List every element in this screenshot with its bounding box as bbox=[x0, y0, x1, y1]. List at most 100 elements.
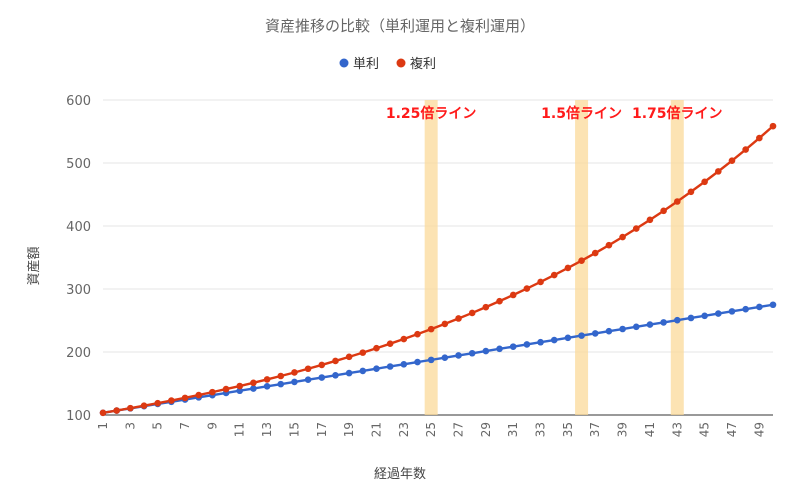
data-point-compound bbox=[482, 303, 490, 311]
x-tick-label: 11 bbox=[233, 422, 247, 437]
data-point-compound bbox=[673, 198, 681, 205]
x-tick-label: 39 bbox=[616, 422, 630, 437]
data-point-compound bbox=[291, 369, 298, 376]
x-tick-label: 1 bbox=[96, 422, 110, 430]
reference-bands bbox=[424, 100, 684, 415]
legend-label-simple: 単利 bbox=[353, 56, 379, 72]
legend-swatch-compound bbox=[396, 58, 406, 68]
x-tick-label: 47 bbox=[725, 422, 739, 437]
data-point-compound bbox=[414, 330, 421, 338]
data-point-compound bbox=[605, 241, 613, 249]
data-point-simple bbox=[591, 330, 599, 337]
data-point-simple bbox=[304, 376, 312, 384]
data-point-compound bbox=[619, 233, 626, 241]
x-tick-label: 27 bbox=[452, 422, 466, 437]
x-tick-label: 43 bbox=[670, 422, 684, 437]
data-point-simple bbox=[441, 354, 449, 361]
data-point-simple bbox=[291, 378, 298, 386]
data-point-compound bbox=[195, 391, 203, 399]
y-tick-label: 100 bbox=[66, 409, 91, 424]
data-point-simple bbox=[468, 349, 476, 357]
data-point-simple bbox=[756, 303, 763, 311]
data-point-simple bbox=[509, 343, 517, 350]
reference-band bbox=[424, 100, 438, 415]
x-tick-label: 3 bbox=[123, 422, 137, 430]
data-point-compound bbox=[687, 188, 695, 196]
y-tick-label: 600 bbox=[66, 94, 91, 109]
data-point-simple bbox=[386, 363, 394, 370]
data-point-simple bbox=[742, 305, 749, 313]
data-point-compound bbox=[304, 365, 312, 373]
x-tick-label: 13 bbox=[260, 422, 274, 437]
x-axis-label: 経過年数 bbox=[374, 467, 426, 482]
y-tick-label: 200 bbox=[66, 346, 91, 361]
chart-title: 資産推移の比較（単利運用と複利運用） bbox=[265, 17, 535, 35]
data-point-compound bbox=[332, 357, 339, 365]
data-point-simple bbox=[332, 372, 339, 379]
data-point-simple bbox=[496, 345, 503, 353]
data-point-compound bbox=[154, 399, 161, 407]
x-tick-label: 33 bbox=[534, 422, 548, 437]
data-point-compound bbox=[756, 134, 763, 142]
data-point-simple bbox=[578, 332, 585, 339]
data-point-compound bbox=[455, 315, 462, 322]
band-annotations: 1.25倍ライン 1.5倍ライン 1.75倍ライン bbox=[386, 105, 723, 122]
data-point-simple bbox=[427, 356, 435, 364]
data-point-compound bbox=[236, 382, 244, 390]
data-point-compound bbox=[441, 320, 449, 328]
x-tick-label: 37 bbox=[588, 422, 602, 437]
x-tick-label: 17 bbox=[315, 422, 329, 437]
data-point-compound bbox=[646, 216, 654, 224]
x-tick-label: 5 bbox=[151, 422, 165, 430]
x-tick-label: 45 bbox=[698, 422, 712, 437]
data-point-compound bbox=[127, 404, 134, 412]
x-tick-label: 35 bbox=[561, 422, 575, 437]
data-point-compound bbox=[537, 278, 544, 286]
data-point-simple bbox=[482, 347, 490, 355]
data-point-simple bbox=[660, 319, 667, 326]
data-point-simple bbox=[715, 310, 722, 317]
y-axis-label: 資産額 bbox=[26, 246, 42, 285]
legend-swatch-simple bbox=[339, 58, 349, 68]
reference-band bbox=[670, 100, 684, 415]
band-annotation: 1.25倍ライン bbox=[386, 105, 477, 122]
data-point-compound bbox=[523, 285, 531, 292]
y-tick-label: 500 bbox=[66, 157, 91, 172]
data-point-compound bbox=[769, 122, 777, 130]
x-tick-label: 21 bbox=[369, 422, 383, 437]
data-point-compound bbox=[386, 340, 394, 347]
data-point-simple bbox=[250, 385, 257, 392]
data-point-compound bbox=[427, 325, 435, 333]
data-point-compound bbox=[632, 225, 640, 232]
data-point-simple bbox=[564, 334, 572, 342]
x-tick-label: 23 bbox=[397, 422, 411, 437]
data-point-compound bbox=[168, 397, 175, 404]
x-tick-label: 25 bbox=[424, 422, 438, 437]
legend-label-compound: 複利 bbox=[410, 56, 436, 72]
data-point-compound bbox=[263, 376, 271, 383]
data-point-simple bbox=[619, 325, 626, 333]
x-tick-label: 7 bbox=[178, 422, 192, 430]
data-point-compound bbox=[209, 388, 216, 396]
grid-lines bbox=[103, 99, 773, 416]
data-point-simple bbox=[728, 308, 736, 315]
data-point-simple bbox=[236, 387, 244, 395]
data-point-compound bbox=[591, 249, 599, 257]
data-point-compound bbox=[728, 157, 736, 164]
data-point-simple bbox=[769, 301, 777, 309]
data-point-compound bbox=[550, 271, 558, 279]
data-point-compound bbox=[345, 353, 353, 361]
y-tick-label: 300 bbox=[66, 283, 91, 298]
data-point-simple bbox=[605, 327, 613, 335]
data-point-compound bbox=[509, 291, 517, 299]
data-point-compound bbox=[113, 407, 120, 414]
x-tick-label: 15 bbox=[287, 422, 301, 437]
data-point-simple bbox=[701, 312, 708, 320]
data-point-simple bbox=[687, 314, 695, 322]
data-point-compound bbox=[660, 207, 667, 215]
data-point-simple bbox=[550, 336, 558, 344]
data-point-simple bbox=[345, 369, 353, 377]
